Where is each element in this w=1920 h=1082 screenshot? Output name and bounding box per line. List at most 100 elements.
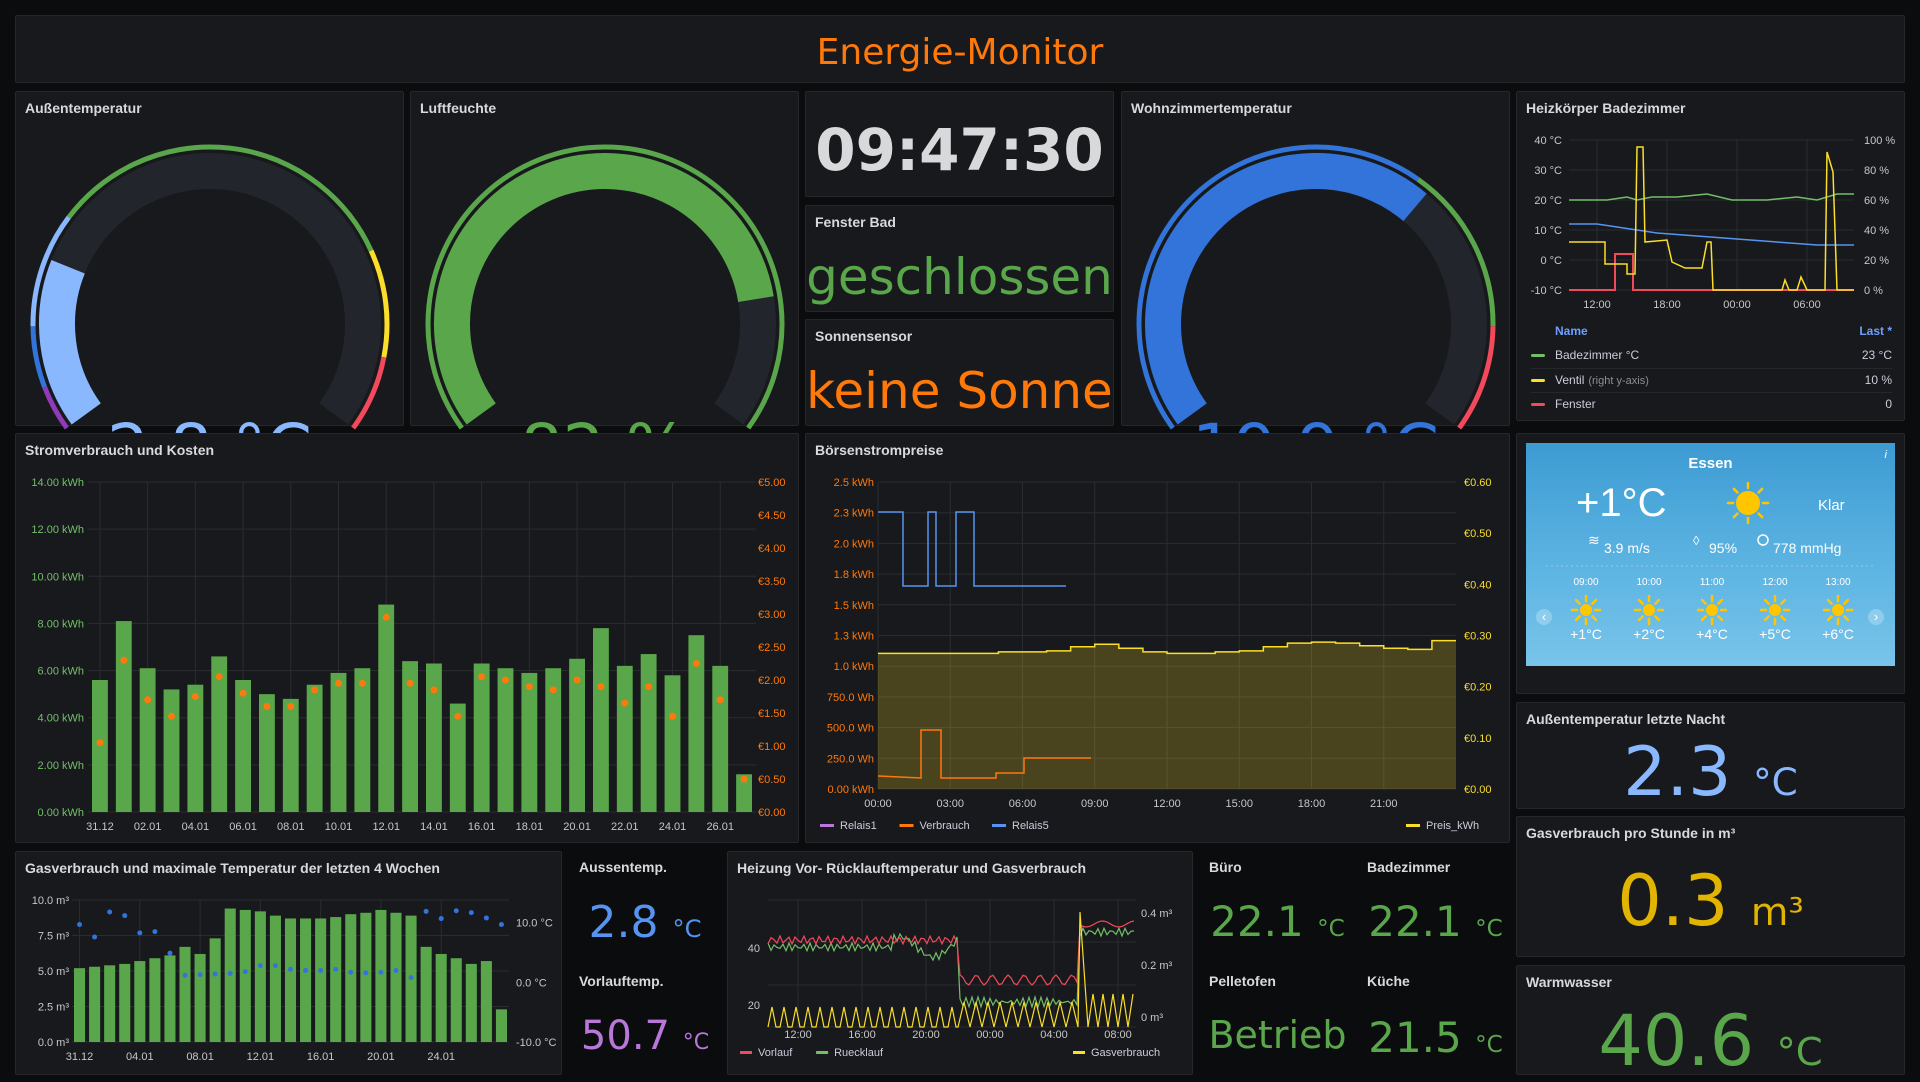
axis-tick-label: 1.5 kWh bbox=[834, 600, 874, 612]
gas-weeks-panel[interactable]: Gasverbrauch und maximale Temperatur der… bbox=[15, 851, 562, 1075]
weather-city: Essen bbox=[1688, 455, 1733, 472]
sun-sensor-panel[interactable]: Sonnensensor keine Sonne bbox=[805, 319, 1114, 426]
gas-bar bbox=[465, 963, 477, 1042]
verbrauch-line bbox=[877, 729, 1091, 779]
axis-tick-label: 26.01 bbox=[706, 821, 734, 833]
sun-icon-ray bbox=[1826, 598, 1833, 605]
bad-panel[interactable]: Badezimmer 22.1 °C bbox=[1358, 851, 1513, 961]
axis-tick-label: 4.00 kWh bbox=[38, 713, 84, 725]
sun-icon-ray bbox=[1757, 512, 1764, 519]
sun-icon bbox=[1832, 604, 1844, 616]
gas-bar bbox=[119, 963, 131, 1042]
cost-point bbox=[573, 676, 581, 684]
sun-icon bbox=[1706, 604, 1718, 616]
hot-water-panel[interactable]: Warmwasser 40.6 °C bbox=[1516, 965, 1905, 1082]
buero-panel[interactable]: Büro 22.1 °C bbox=[1200, 851, 1355, 961]
temp-point bbox=[363, 970, 369, 976]
axis-tick-label: €0.00 bbox=[758, 807, 786, 819]
vorlauf-temp-panel[interactable]: Vorlauftemp. 50.7 °C bbox=[570, 965, 720, 1075]
legend-row-2[interactable]: Fenster 0 bbox=[1531, 392, 1892, 413]
cost-point bbox=[263, 702, 271, 710]
weather-panel[interactable]: Essen i +1°C ≋ ◊ Klar 3.9 m/s 95% 778 mmH… bbox=[1516, 433, 1905, 694]
axis-tick-label: 24.01 bbox=[659, 821, 687, 833]
gauge-threshold bbox=[66, 144, 374, 252]
aussen-temp-panel[interactable]: Aussentemp. 2.8 °C bbox=[570, 851, 720, 961]
temp-point bbox=[378, 969, 384, 975]
axis-tick-label: 0 °C bbox=[1540, 255, 1562, 267]
market-price-chart: 2.5 kWh 2.3 kWh 2.0 kWh 1.8 kWh 1.5 kWh 1.3 k… bbox=[820, 477, 1492, 832]
axis-tick-label: €2.50 bbox=[758, 642, 786, 654]
axis-tick-label: 500.0 Wh bbox=[827, 723, 874, 735]
cost-point bbox=[692, 660, 700, 667]
power-bar bbox=[545, 668, 562, 812]
gauge-panel-outdoor-temp[interactable]: Außentemperatur 2.8 °C bbox=[15, 91, 404, 487]
sun-icon-ray bbox=[1763, 615, 1770, 622]
temp-point bbox=[438, 916, 444, 922]
heating-panel[interactable]: Heizung Vor- Rücklauftemperatur und Gasv… bbox=[727, 851, 1193, 1075]
forecast-next-button[interactable]: › bbox=[1868, 609, 1884, 625]
hot-water-stat: 40.6 °C bbox=[1517, 1000, 1904, 1082]
kueche-panel[interactable]: Küche 21.5 °C bbox=[1358, 965, 1513, 1075]
gauge-panel-living-room[interactable]: Wohnzimmertemperatur 19.9 °C bbox=[1121, 91, 1510, 487]
weather-humidity: 95% bbox=[1709, 540, 1738, 556]
axis-tick-label: €4.00 bbox=[758, 543, 786, 555]
forecast-prev-button[interactable]: ‹ bbox=[1536, 609, 1552, 625]
axis-tick-label: 00:00 bbox=[1723, 299, 1751, 311]
panel-title: Börsenstrompreise bbox=[815, 442, 944, 458]
series-line-fenster bbox=[1569, 253, 1854, 291]
pellet-panel[interactable]: Pelletofen Betrieb bbox=[1200, 965, 1355, 1075]
weather-icons: ≋ ◊ bbox=[1546, 481, 1875, 626]
heating-chart: 40 20 0.4 m³ 0.2 m³ 0 m³ 12:00 16:00 20:00 00:00… bbox=[740, 899, 1173, 1059]
gas-per-hour-value: 0.3 bbox=[1617, 860, 1729, 942]
power-bar bbox=[712, 665, 729, 812]
axis-tick-label: 12:00 bbox=[1153, 798, 1181, 810]
aussen-temp-unit: °C bbox=[672, 915, 702, 943]
axis-tick-label: €3.50 bbox=[758, 576, 786, 588]
power-cost-panel[interactable]: Stromverbrauch und Kosten 14.00 kWh 12.00… bbox=[15, 433, 799, 843]
axis-tick-label: €3.00 bbox=[758, 609, 786, 621]
legend-label: Relais1 bbox=[840, 820, 877, 832]
gas-bar bbox=[330, 917, 342, 1042]
sun-icon-ray bbox=[1574, 598, 1581, 605]
market-price-panel[interactable]: Börsenstrompreise 2.5 kWh 2.3 kWh 2.0 kWh 1… bbox=[805, 433, 1510, 843]
panel-title: Außentemperatur letzte Nacht bbox=[1526, 711, 1726, 727]
panel-title: Aussentemp. bbox=[579, 859, 667, 875]
legend-header-last[interactable]: Last * bbox=[1859, 324, 1892, 338]
cost-point bbox=[168, 712, 175, 720]
axis-tick-label: 1.8 kWh bbox=[834, 569, 874, 581]
power-bar bbox=[211, 656, 228, 812]
axis-tick-label: 08:00 bbox=[1104, 1029, 1132, 1041]
axis-tick-label: 2.0 kWh bbox=[834, 538, 874, 550]
power-bar bbox=[115, 621, 132, 812]
legend-row-1[interactable]: Ventil (right y-axis) 10 % bbox=[1531, 368, 1892, 389]
gas-bar bbox=[89, 966, 101, 1042]
cost-point bbox=[525, 683, 533, 691]
gas-bar bbox=[284, 918, 297, 1042]
temp-point bbox=[453, 908, 459, 914]
weather-info-icon[interactable]: i bbox=[1884, 449, 1887, 461]
window-bath-panel[interactable]: Fenster Bad geschlossen bbox=[805, 205, 1114, 312]
outdoor-temp-gauge bbox=[30, 144, 390, 430]
gas-bar bbox=[345, 914, 357, 1042]
night-temp-panel[interactable]: Außentemperatur letzte Nacht 2.3 °C bbox=[1516, 702, 1905, 812]
bad-unit: °C bbox=[1475, 916, 1503, 942]
cost-point bbox=[406, 679, 414, 687]
temp-point bbox=[423, 908, 429, 914]
legend-swatch bbox=[816, 1051, 829, 1054]
legend-swatch bbox=[1531, 379, 1545, 382]
axis-tick-label: 04.01 bbox=[182, 821, 210, 833]
temp-point bbox=[483, 915, 489, 921]
axis-tick-label: 10.01 bbox=[325, 821, 353, 833]
radiator-bath-panel[interactable]: Heizkörper Badezimmer 40 °C 30 °C 20 °C 10 … bbox=[1516, 91, 1905, 421]
cost-point bbox=[549, 686, 557, 694]
gauge-panel-humidity[interactable]: Luftfeuchte 82 % bbox=[410, 91, 799, 487]
gas-per-hour-panel[interactable]: Gasverbrauch pro Stunde in m³ 0.3 m³ bbox=[1516, 816, 1905, 957]
legend-name: Fenster bbox=[1555, 397, 1596, 411]
legend-row-0[interactable]: Badezimmer °C 23 °C bbox=[1531, 344, 1892, 364]
cost-point bbox=[191, 693, 199, 700]
axis-tick-label: 08.01 bbox=[186, 1051, 214, 1063]
legend-header-name[interactable]: Name bbox=[1555, 324, 1588, 338]
gauge-threshold bbox=[1136, 144, 1420, 430]
cost-point bbox=[311, 686, 319, 694]
temp-point bbox=[92, 934, 98, 940]
